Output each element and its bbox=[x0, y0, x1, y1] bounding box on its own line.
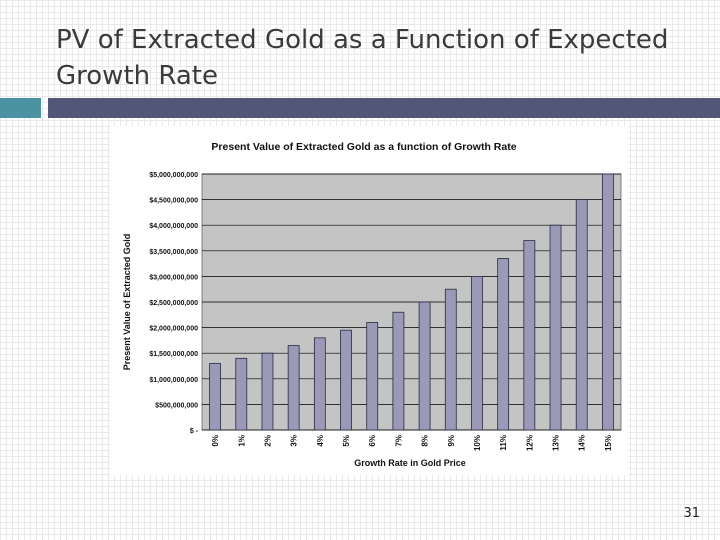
bar bbox=[575, 199, 588, 431]
y-tick-label: $1,500,000,000 bbox=[149, 351, 198, 358]
bar bbox=[340, 329, 352, 431]
x-tick-label: 1% bbox=[237, 435, 246, 447]
y-tick-labels: $ - $500,000,000 $1,000,000,000 $1,500,000,… bbox=[149, 172, 198, 435]
y-tick-label: $4,500,000,000 bbox=[149, 198, 198, 205]
x-axis-label: Growth Rate in Gold Price bbox=[354, 458, 466, 468]
x-tick-label: 8% bbox=[421, 435, 430, 447]
bar bbox=[444, 288, 457, 431]
bars bbox=[209, 173, 614, 431]
y-axis-label: Present Value of Extracted Gold bbox=[122, 234, 132, 371]
x-tick-label: 11% bbox=[499, 435, 508, 451]
y-tick-label: $5,000,000,000 bbox=[149, 172, 198, 179]
bar bbox=[392, 311, 405, 431]
x-tick-label: 2% bbox=[263, 435, 272, 447]
x-tick-label: 9% bbox=[447, 435, 456, 447]
chart-container: Present Value of Extracted Gold as a fun… bbox=[110, 126, 628, 475]
bar bbox=[287, 345, 300, 431]
x-tick-label: 4% bbox=[316, 435, 325, 447]
y-tick-label: $4,000,000,000 bbox=[149, 223, 198, 230]
bar bbox=[418, 301, 431, 431]
x-tick-label: 5% bbox=[342, 435, 351, 447]
x-tick-label: 6% bbox=[368, 435, 377, 447]
y-tick-label: $3,000,000,000 bbox=[149, 274, 198, 281]
y-tick-label: $3,500,000,000 bbox=[149, 249, 198, 256]
bar bbox=[313, 337, 326, 431]
x-tick-labels: 0% 1% 2% 3% 4% 5% 6% 7% 8% 9% 10% 11% 12% 13% 14% 15% bbox=[211, 435, 613, 451]
bar bbox=[523, 240, 536, 431]
slide-title: PV of Extracted Gold as a Function of Ex… bbox=[56, 25, 669, 91]
x-tick-label: 13% bbox=[552, 435, 561, 451]
x-tick-label: 10% bbox=[473, 435, 482, 451]
bar bbox=[261, 352, 274, 431]
x-tick-label: 7% bbox=[394, 435, 403, 447]
bar bbox=[549, 224, 562, 431]
y-tick-label: $ - bbox=[190, 428, 199, 435]
bar bbox=[366, 322, 379, 431]
x-tick-label: 14% bbox=[578, 435, 587, 451]
chart-title: Present Value of Extracted Gold as a fun… bbox=[211, 141, 516, 153]
bar bbox=[602, 173, 614, 431]
bar-chart: Present Value of Extracted Gold as a fun… bbox=[122, 141, 622, 468]
bar bbox=[235, 357, 248, 431]
title-accent-block bbox=[0, 98, 41, 118]
bar bbox=[471, 275, 483, 431]
page-number: 31 bbox=[683, 506, 700, 521]
title-rule bbox=[48, 98, 720, 118]
x-tick-label: 12% bbox=[525, 435, 534, 451]
y-tick-label: $2,500,000,000 bbox=[149, 300, 198, 307]
y-tick-label: $500,000,000 bbox=[155, 402, 198, 409]
x-tick-label: 0% bbox=[211, 435, 220, 447]
bar bbox=[497, 258, 510, 431]
y-tick-label: $1,000,000,000 bbox=[149, 377, 198, 384]
bar bbox=[209, 363, 221, 431]
x-tick-label: 15% bbox=[604, 435, 613, 451]
y-tick-label: $2,000,000,000 bbox=[149, 326, 198, 333]
x-tick-label: 3% bbox=[290, 435, 299, 447]
